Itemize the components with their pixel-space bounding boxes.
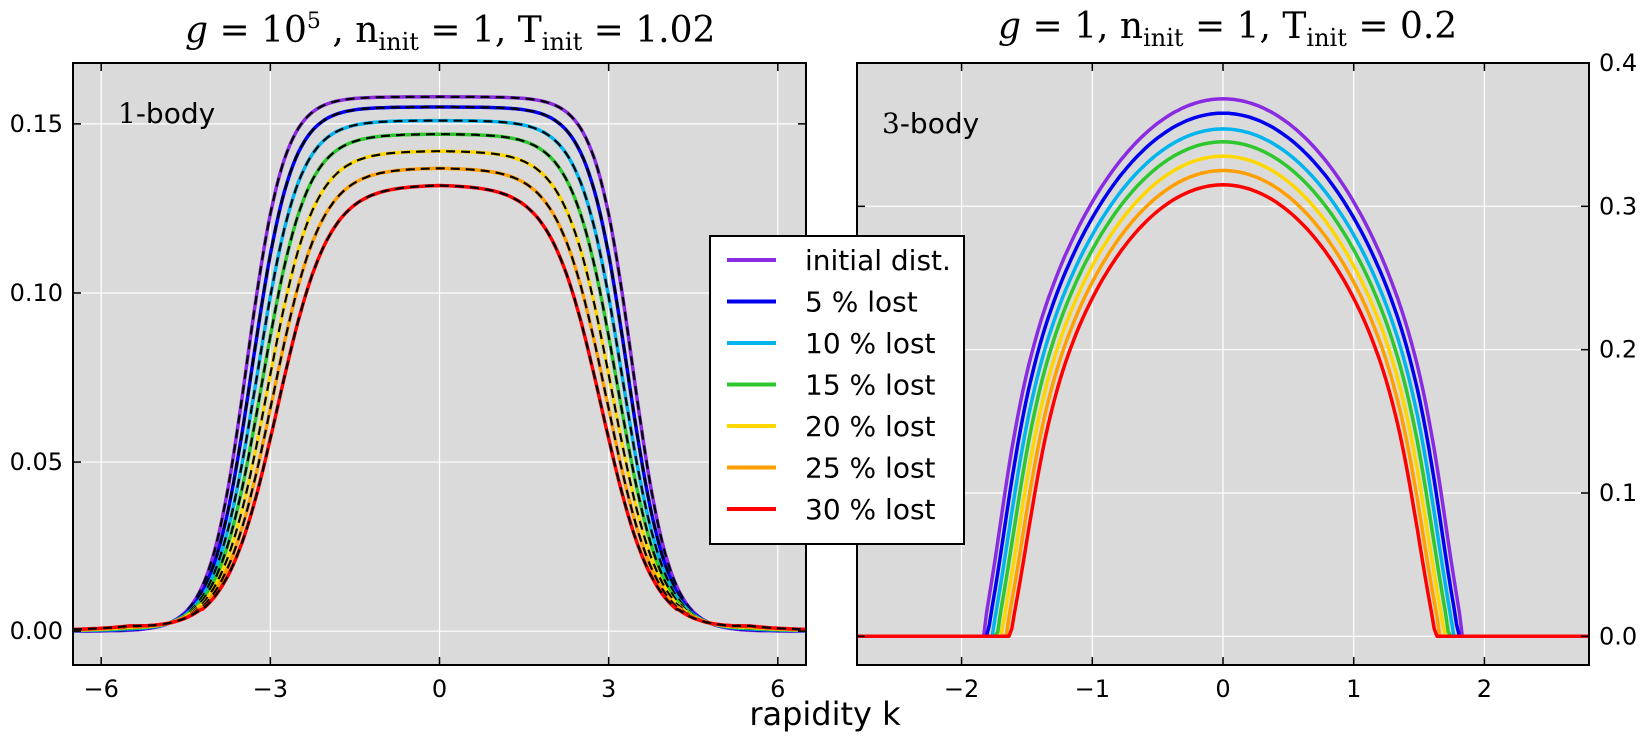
right-annotation: 3-body <box>882 107 979 140</box>
left-panel-title: g = 105 , ninit = 1, Tinit = 1.02 <box>185 9 715 56</box>
left-annotation: 1-body <box>118 97 215 130</box>
right-ytick-label: 0.3 <box>1599 192 1637 220</box>
left-ytick-label: 0.10 <box>10 279 63 307</box>
right-title-t-init: 0.2 <box>1400 6 1457 47</box>
legend-entry-label: 20 % lost <box>805 410 936 443</box>
right-ticks: −2 −1 0 1 2 0.0 0.1 0.2 0.3 0.4 <box>857 49 1637 703</box>
left-title-n-init: 1 <box>472 10 495 51</box>
legend-entry-label: 10 % lost <box>805 327 936 360</box>
right-annotation-text: -body <box>900 107 979 140</box>
legend-entry-label: 30 % lost <box>805 493 936 526</box>
right-xtick-label: −1 <box>1075 675 1110 703</box>
left-series-dashed-overlay <box>73 95 806 633</box>
right-title-n-init: 1 <box>1237 6 1260 47</box>
right-annotation-num: 3 <box>882 107 900 140</box>
legend-entry-label: initial dist. <box>805 244 951 277</box>
right-ytick-label: 0.0 <box>1599 622 1637 650</box>
right-ytick-label: 0.2 <box>1599 336 1637 364</box>
right-panel-title: g = 1, ninit = 1, Tinit = 0.2 <box>998 6 1457 52</box>
left-xtick-label: 3 <box>601 675 616 703</box>
left-title-t-init: 1.02 <box>635 10 715 51</box>
left-curves <box>73 95 806 633</box>
right-panel: −2 −1 0 1 2 0.0 0.1 0.2 0.3 0.4 g = 1, ninit = 1,… <box>856 6 1637 703</box>
left-title-g-exp: 5 <box>307 9 321 34</box>
legend-entry-label: 25 % lost <box>805 452 936 485</box>
right-series-line <box>857 183 1589 639</box>
legend-entry-label: 15 % lost <box>805 369 936 402</box>
left-ytick-label: 0.05 <box>10 448 63 476</box>
right-curves <box>857 97 1589 639</box>
legend-items: initial dist. 5 % lost 10 % lost 15 % lost 2… <box>727 244 951 526</box>
left-annotation-text: -body <box>136 97 215 130</box>
right-title-g: 1 <box>1074 6 1097 47</box>
left-ytick-label: 0.15 <box>10 110 63 138</box>
left-xtick-label: −3 <box>253 675 288 703</box>
right-xtick-label: 2 <box>1477 675 1492 703</box>
right-xtick-label: −2 <box>944 675 979 703</box>
left-ytick-label: 0.00 <box>10 617 63 645</box>
right-xtick-label: 1 <box>1346 675 1361 703</box>
x-axis-label: rapidity k <box>749 695 901 733</box>
left-series-dashed-overlay <box>73 105 806 632</box>
legend-entry-label: 5 % lost <box>805 286 918 319</box>
left-xtick-label: 0 <box>432 675 447 703</box>
left-series-dashed-overlay <box>73 184 806 631</box>
legend: initial dist. 5 % lost 10 % lost 15 % lost 2… <box>709 235 965 545</box>
left-ticks: −6 −3 0 3 6 0.00 0.05 0.10 0.15 <box>10 63 806 703</box>
left-title-g: 10 <box>261 10 307 51</box>
left-xtick-label: −6 <box>83 675 118 703</box>
right-ytick-label: 0.1 <box>1599 479 1637 507</box>
left-xtick-label: 6 <box>770 675 785 703</box>
left-grid <box>73 63 806 665</box>
left-panel: −6 −3 0 3 6 0.00 0.05 0.10 0.15 g = 105 , ninit … <box>10 9 807 703</box>
legend-box <box>709 235 965 545</box>
right-ytick-label: 0.4 <box>1599 49 1637 77</box>
left-annotation-num: 1 <box>118 97 136 130</box>
right-xtick-label: 0 <box>1215 675 1230 703</box>
